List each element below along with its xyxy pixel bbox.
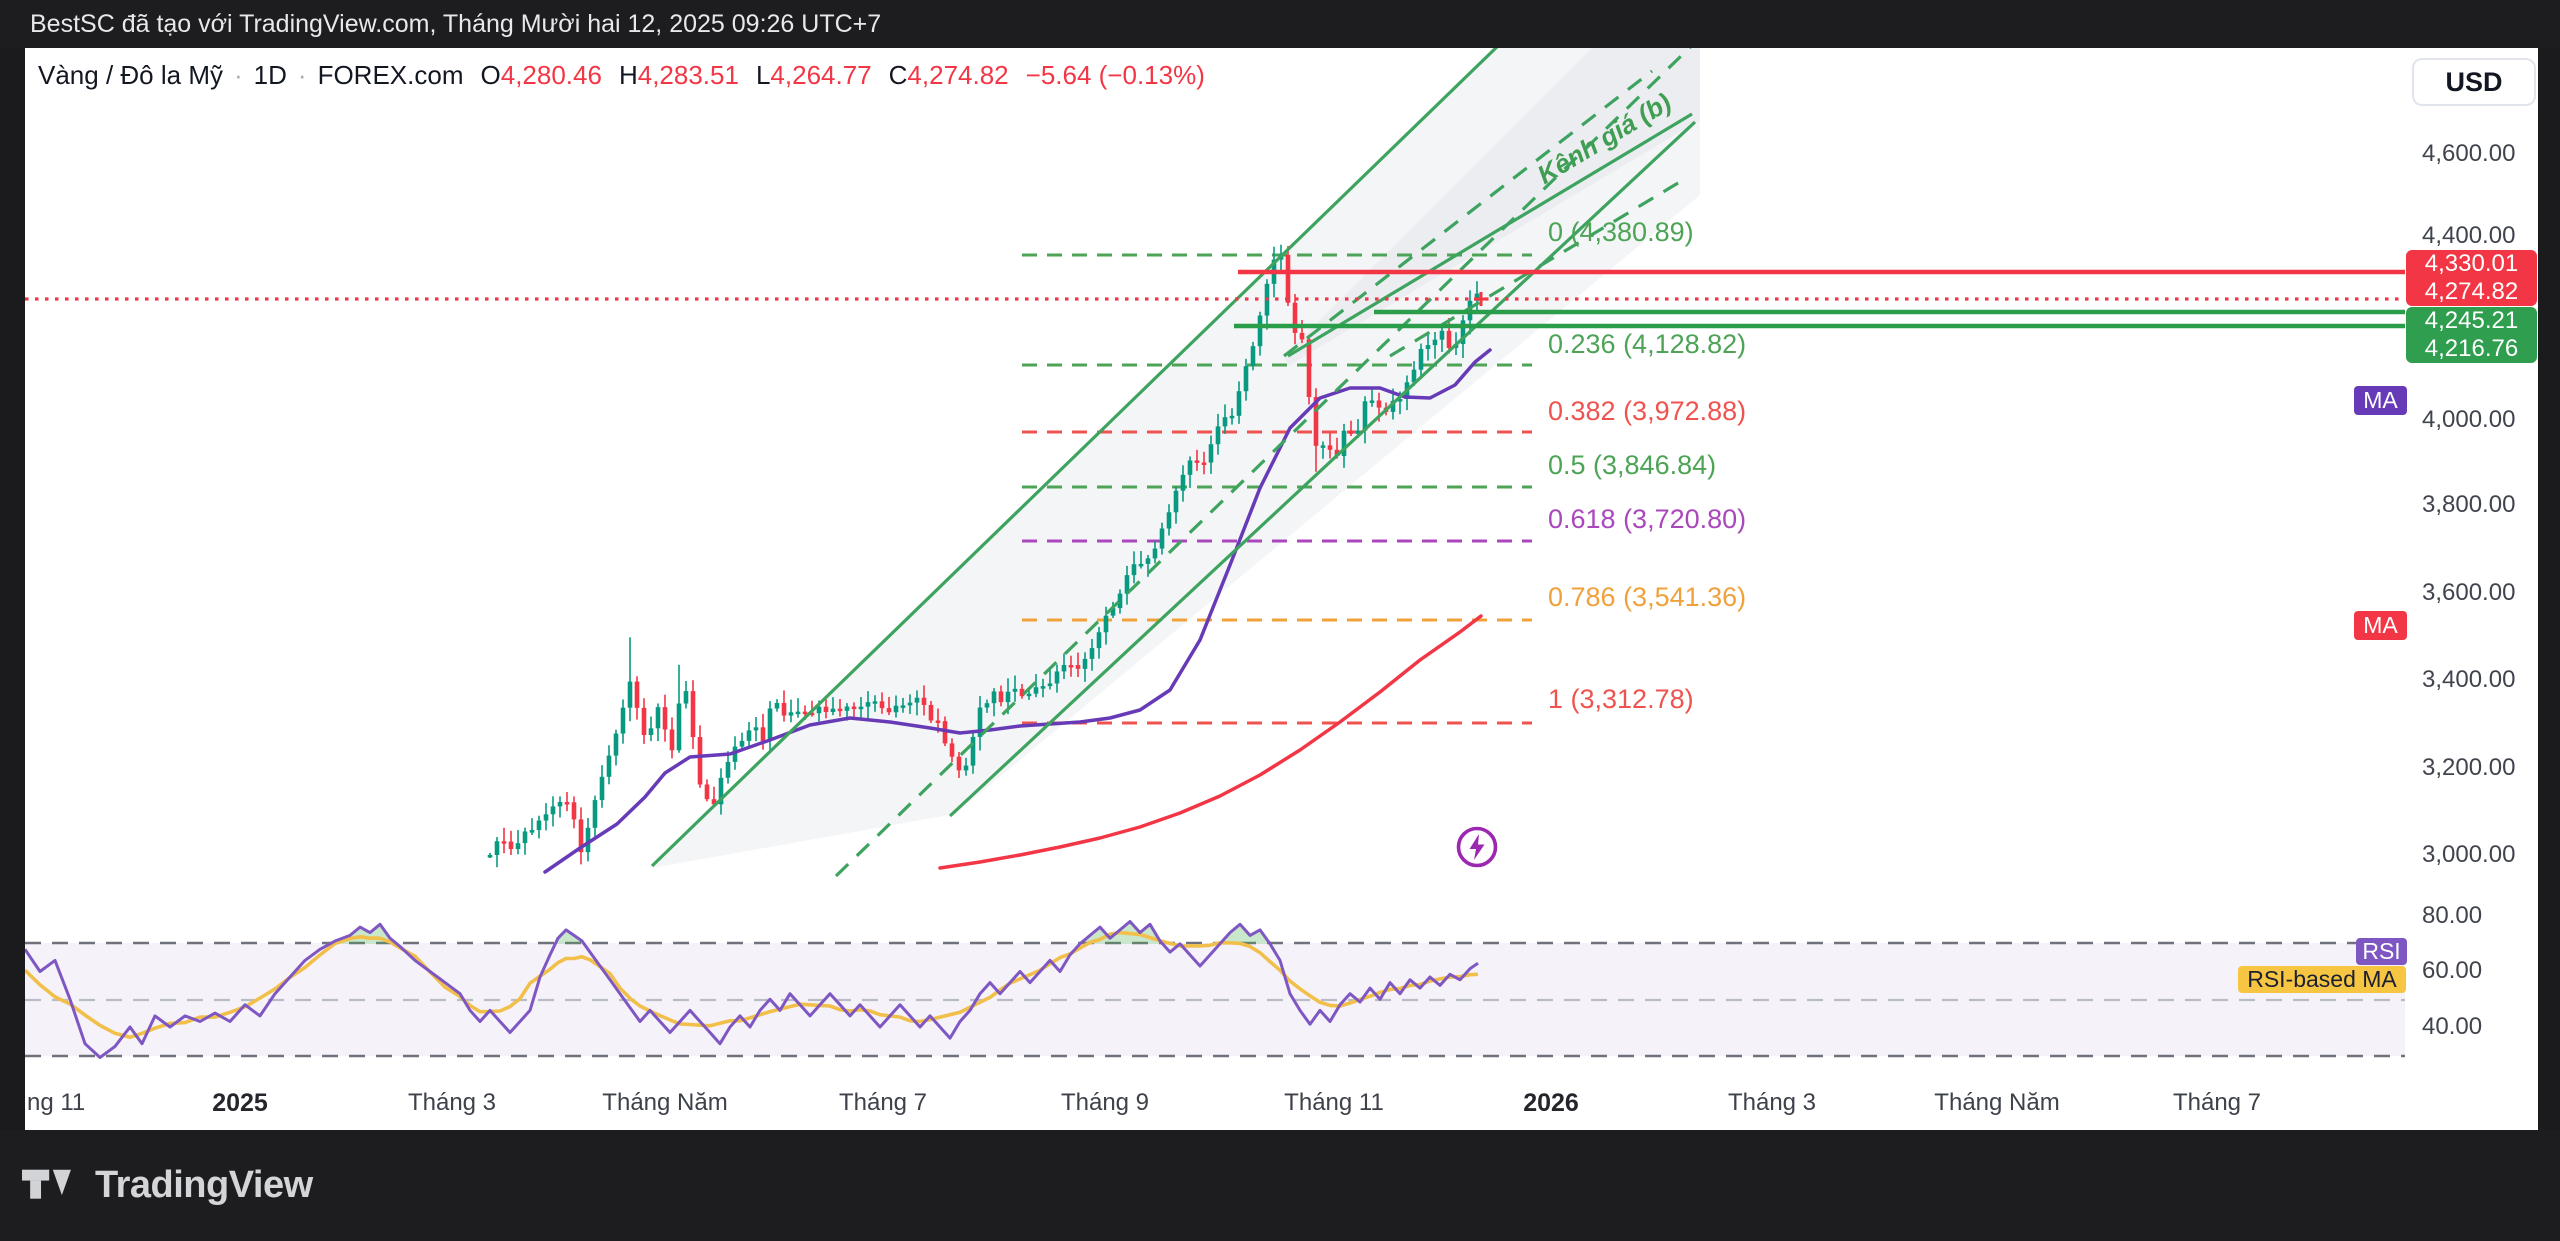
time-tick-label: 2026 bbox=[1523, 1089, 1579, 1117]
price-tick-label: 4,000.00 bbox=[2422, 406, 2516, 433]
time-tick-label: Tháng 9 bbox=[1060, 1089, 1150, 1116]
price-tick-label: 4,600.00 bbox=[2422, 140, 2516, 167]
price-tick-label: 80.00 bbox=[2422, 902, 2483, 929]
fib-label: 1 (3,312.78) bbox=[1548, 684, 1694, 714]
price-tick-label: 3,400.00 bbox=[2422, 666, 2516, 693]
price-badge: 4,216.76 bbox=[2424, 335, 2519, 362]
price-tick-label: 3,800.00 bbox=[2422, 491, 2516, 518]
exchange-label: FOREX.com bbox=[317, 60, 464, 90]
time-tick-label: Tháng 3 bbox=[407, 1089, 497, 1116]
fib-label: 0.786 (3,541.36) bbox=[1548, 582, 1747, 612]
rsi-based-ma-badge: RSI-based MA bbox=[2238, 966, 2406, 993]
attribution-bar: BestSC đã tạo với TradingView.com, Tháng… bbox=[0, 0, 2560, 48]
price-tick-label: 3,000.00 bbox=[2422, 841, 2516, 868]
price-badge: 4,245.21 bbox=[2424, 307, 2519, 334]
ohlc-open: O4,280.46 bbox=[480, 60, 602, 90]
fib-label: 0 (4,380.89) bbox=[1548, 217, 1694, 247]
price-badge: 4,330.01 bbox=[2424, 250, 2519, 277]
chart-legend: Vàng / Đô la Mỹ · 1D · FOREX.com O4,280.… bbox=[38, 60, 1205, 91]
price-tick-label: 4,400.00 bbox=[2422, 222, 2516, 249]
price-tick-label: 60.00 bbox=[2422, 957, 2483, 984]
price-badge: 4,274.82 bbox=[2424, 278, 2519, 305]
price-tick-label: 3,600.00 bbox=[2422, 579, 2516, 606]
symbol-title[interactable]: Vàng / Đô la Mỹ bbox=[38, 60, 223, 90]
separator: · bbox=[297, 60, 307, 90]
fib-label: 0.236 (4,128.82) bbox=[1548, 329, 1747, 359]
time-tick-label: Tháng 11 bbox=[1284, 1089, 1384, 1116]
chart-card bbox=[25, 48, 2538, 1130]
separator: · bbox=[233, 60, 243, 90]
time-tick-label: ng 11 bbox=[27, 1089, 86, 1116]
ma-fast-badge: MA bbox=[2354, 386, 2407, 415]
time-tick-label: Tháng 3 bbox=[1727, 1089, 1817, 1116]
lightning-icon[interactable] bbox=[1455, 825, 1499, 869]
footer-bar: TradingView bbox=[0, 1130, 2560, 1241]
ohlc-high: H4,283.51 bbox=[618, 60, 739, 90]
ma-slow-badge: MA bbox=[2354, 611, 2407, 640]
ohlc-close: C4,274.82 bbox=[888, 60, 1009, 90]
time-tick-label: Tháng Năm bbox=[602, 1089, 728, 1116]
attribution-text: BestSC đã tạo với TradingView.com, Tháng… bbox=[30, 9, 882, 38]
time-tick-label: Tháng 7 bbox=[838, 1089, 928, 1116]
tradingview-brand-text[interactable]: TradingView bbox=[95, 1164, 313, 1206]
price-badge-block-red: 4,330.01 4,274.82 bbox=[2406, 250, 2537, 306]
price-tick-label: 40.00 bbox=[2422, 1013, 2483, 1040]
price-tick-label: 3,200.00 bbox=[2422, 754, 2516, 781]
currency-toggle-button[interactable]: USD bbox=[2412, 58, 2536, 106]
fib-label: 0.382 (3,972.88) bbox=[1548, 396, 1747, 426]
change-label: −5.64 (−0.13%) bbox=[1025, 60, 1205, 90]
time-tick-label: Tháng 7 bbox=[2172, 1089, 2262, 1116]
fib-label: 0.5 (3,846.84) bbox=[1548, 450, 1717, 480]
price-badge-block-green: 4,245.21 4,216.76 bbox=[2406, 307, 2537, 363]
fib-label: 0.618 (3,720.80) bbox=[1548, 504, 1747, 534]
interval-label[interactable]: 1D bbox=[253, 60, 287, 90]
time-tick-label: Tháng Năm bbox=[1934, 1089, 2060, 1116]
rsi-badge: RSI bbox=[2356, 938, 2407, 965]
time-tick-label: 2025 bbox=[212, 1089, 268, 1117]
ohlc-low: L4,264.77 bbox=[755, 60, 872, 90]
tradingview-logo-icon[interactable] bbox=[22, 1166, 80, 1206]
